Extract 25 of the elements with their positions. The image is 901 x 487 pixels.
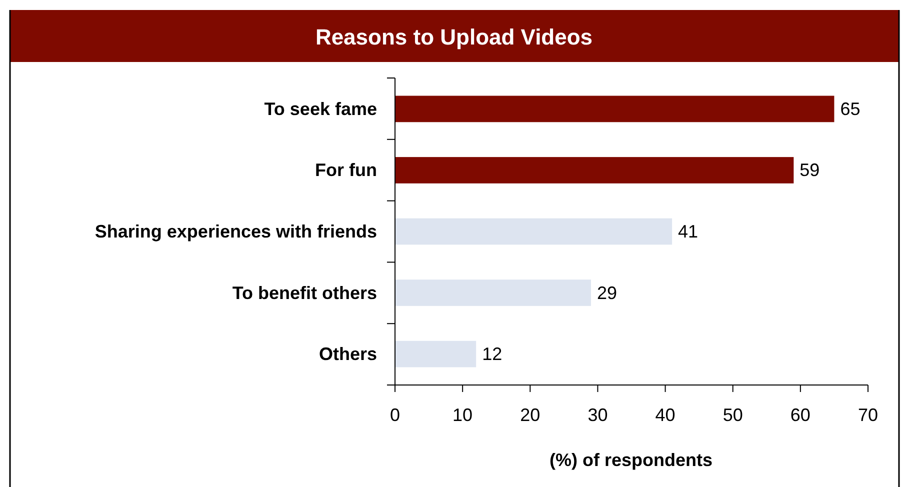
y-tick-label: Others	[318, 344, 377, 364]
data-label: 59	[800, 160, 820, 180]
x-tick-label: 20	[520, 405, 540, 425]
data-label: 65	[840, 98, 860, 119]
x-tick-label: 0	[390, 405, 400, 425]
data-label: 12	[482, 344, 502, 364]
bar	[395, 218, 672, 245]
y-tick-label: Sharing experiences with friends	[94, 222, 377, 242]
x-tick-label: 60	[790, 405, 810, 425]
data-label: 41	[678, 222, 698, 242]
y-tick-label: For fun	[315, 160, 377, 180]
y-tick-label: To seek fame	[264, 98, 377, 119]
bar	[395, 340, 476, 368]
bar	[395, 280, 591, 306]
bar	[395, 96, 834, 122]
chart-title: Reasons to Upload Videos	[315, 24, 593, 50]
x-axis-title: (%) of respondents	[549, 450, 713, 470]
data-label: 29	[596, 282, 617, 303]
bar	[395, 157, 794, 184]
x-tick-label: 50	[722, 405, 743, 425]
x-tick-label: 40	[655, 405, 676, 425]
x-tick-label: 10	[452, 405, 473, 425]
x-tick-label: 70	[858, 405, 878, 425]
y-tick-label: To benefit others	[232, 282, 377, 303]
x-tick-label: 30	[588, 405, 608, 425]
